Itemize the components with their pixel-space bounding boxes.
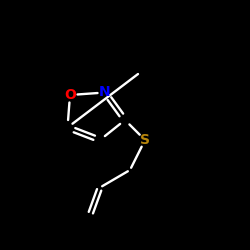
- Text: S: S: [140, 133, 150, 147]
- Text: N: N: [99, 86, 111, 100]
- Text: O: O: [64, 88, 76, 102]
